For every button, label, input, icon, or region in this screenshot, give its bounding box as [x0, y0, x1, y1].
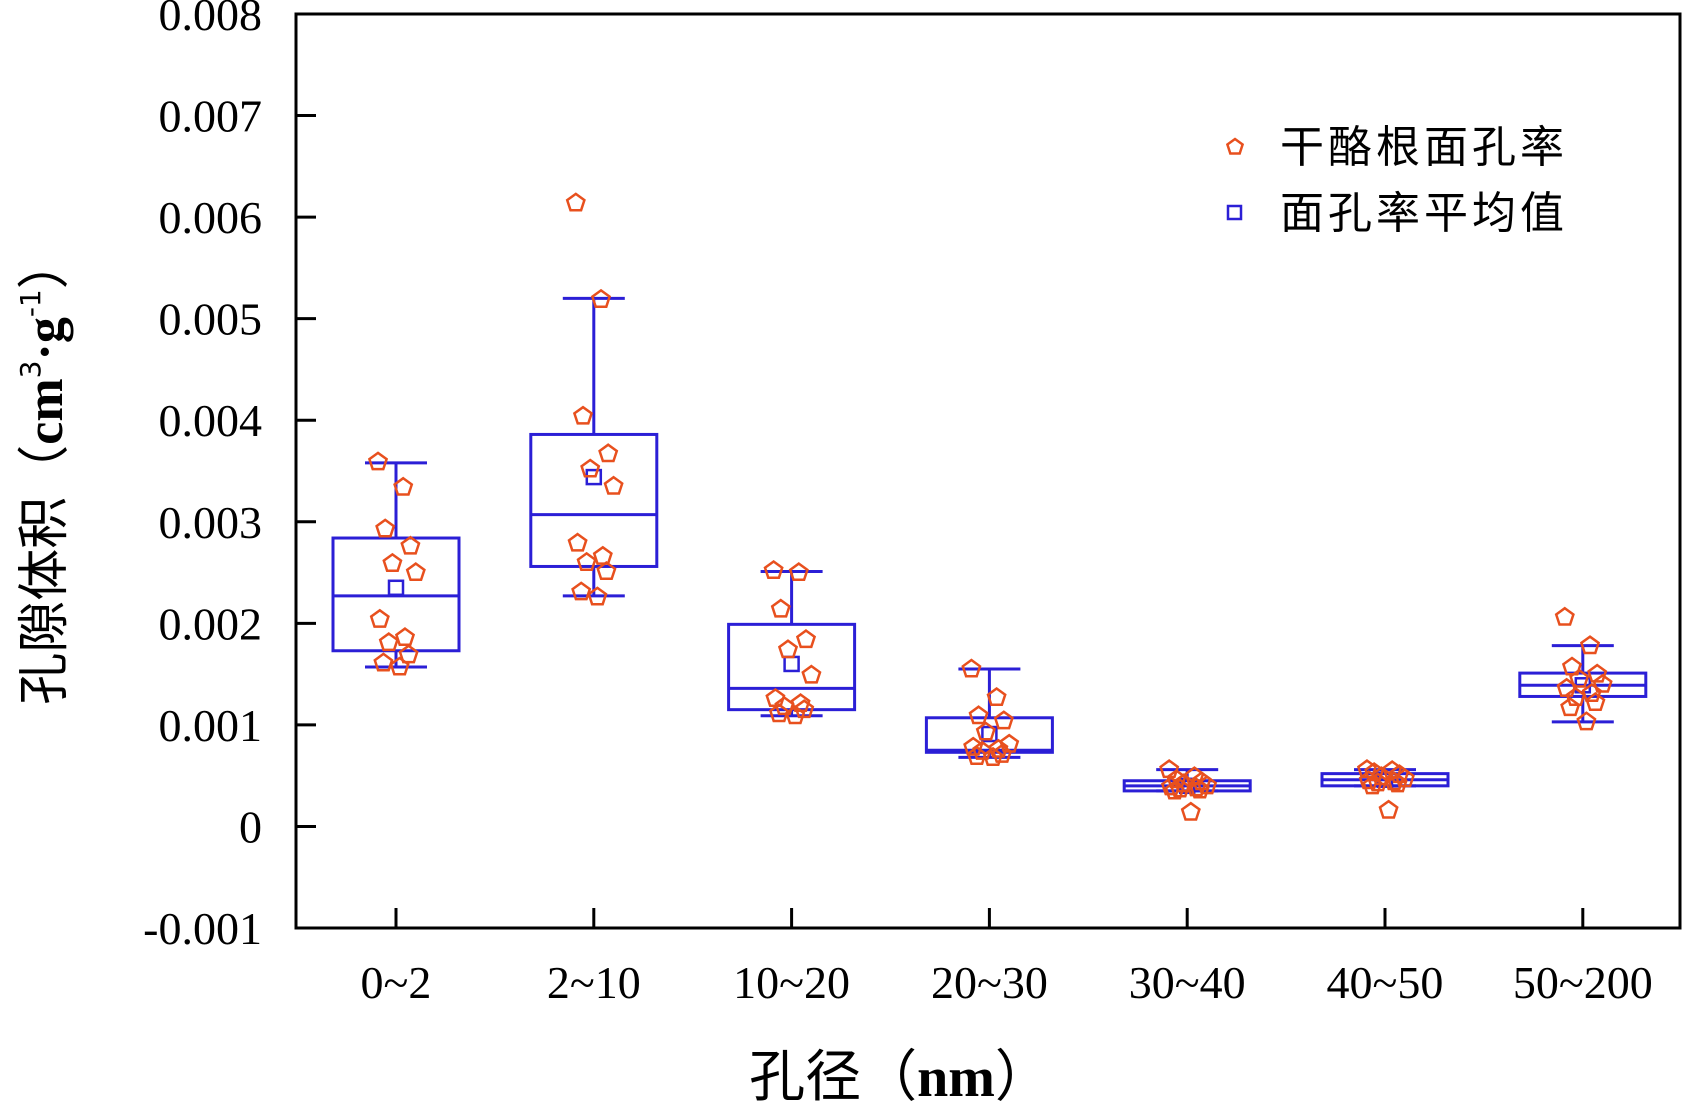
box-20~30: [924, 667, 1054, 759]
y-axis-title: 孔隙体积（cm3·g-1）: [14, 237, 75, 705]
legend-label-points: 干酪根面孔率: [1280, 122, 1568, 173]
data-point: [1587, 663, 1608, 683]
data-point: [405, 562, 426, 582]
mean-marker: [387, 579, 405, 597]
box-iqr: [529, 432, 659, 568]
x-tick-label: 50~200: [1513, 957, 1653, 1008]
box-50~200: [1518, 644, 1648, 724]
data-point: [367, 451, 389, 471]
x-tick-label: 0~2: [361, 957, 432, 1008]
x-tick-label: 2~10: [547, 957, 641, 1008]
y-tick-label: 0.004: [159, 395, 263, 446]
data-point: [400, 535, 421, 555]
data-point: [598, 443, 619, 463]
data-point: [590, 288, 612, 308]
box-2~10: [529, 296, 659, 598]
box-0~2: [331, 461, 461, 669]
data-point: [785, 705, 806, 725]
legend-square-marker: [1226, 204, 1243, 221]
data-point: [768, 703, 790, 723]
data-point: [795, 629, 817, 649]
x-axis: 0~2 2~10 10~20 20~30 30~40 40~50 50~200: [361, 908, 1653, 1008]
data-point: [393, 476, 414, 496]
legend-label-mean: 面孔率平均值: [1280, 188, 1568, 239]
data-point: [369, 608, 390, 628]
x-tick-label: 20~30: [931, 957, 1048, 1008]
y-tick-label: 0: [239, 801, 262, 852]
data-point: [580, 458, 601, 478]
data-point: [572, 405, 594, 425]
data-point: [378, 632, 399, 652]
data-point: [777, 639, 799, 659]
box-iqr: [331, 536, 461, 653]
data-point: [1554, 606, 1575, 626]
data-point: [1592, 673, 1613, 693]
mean-marker: [783, 655, 800, 673]
y-tick-label: -0.001: [143, 903, 262, 954]
legend-pentagon-marker: [1225, 137, 1245, 155]
data-point: [961, 658, 982, 678]
data-point: [373, 652, 394, 672]
data-point: [1358, 770, 1379, 790]
data-point: [763, 559, 784, 580]
y-tick-label: 0.003: [159, 497, 263, 548]
x-axis-title: 孔径（nm）: [749, 1045, 1051, 1110]
y-tick-label: 0.008: [159, 0, 263, 40]
data-point: [1576, 711, 1597, 731]
point-series: [367, 192, 1613, 821]
data-point: [375, 518, 396, 538]
data-point: [788, 562, 809, 582]
data-point: [982, 746, 1004, 766]
x-tick-label: 40~50: [1327, 957, 1444, 1008]
data-point: [1569, 668, 1590, 688]
data-point: [770, 598, 791, 618]
y-tick-label: 0.005: [159, 294, 263, 345]
data-point: [587, 586, 608, 606]
y-tick-label: 0.001: [159, 700, 263, 751]
data-point: [1189, 779, 1210, 799]
data-point: [398, 644, 419, 664]
data-point: [966, 745, 987, 765]
data-point: [794, 699, 815, 719]
data-point: [1173, 773, 1194, 793]
box-series: [331, 296, 1648, 795]
y-tick-label: 0.006: [159, 192, 263, 243]
box-iqr: [727, 622, 857, 712]
data-point: [988, 738, 1009, 758]
data-point: [1164, 780, 1185, 800]
data-point: [975, 721, 996, 741]
data-point: [1560, 697, 1581, 717]
data-point: [986, 686, 1007, 707]
data-point: [567, 532, 588, 552]
data-point: [389, 656, 410, 676]
data-point: [603, 475, 624, 495]
data-point: [801, 664, 822, 684]
data-point: [968, 705, 989, 725]
data-point: [382, 552, 403, 572]
data-point: [1180, 801, 1201, 821]
data-point: [592, 545, 613, 565]
data-point: [1579, 635, 1601, 655]
data-point: [571, 581, 592, 601]
data-point: [774, 696, 795, 716]
data-point: [596, 560, 617, 581]
data-point: [1565, 686, 1586, 707]
data-point: [565, 192, 586, 212]
data-point: [1581, 682, 1602, 702]
data-point: [576, 551, 597, 571]
y-tick-label: 0.007: [159, 91, 263, 142]
y-tick-label: 0.002: [159, 598, 263, 649]
x-tick-label: 30~40: [1129, 957, 1246, 1008]
data-point: [1362, 775, 1383, 795]
x-tick-label: 10~20: [733, 957, 850, 1008]
data-point: [394, 627, 416, 647]
data-point: [1585, 691, 1606, 712]
data-point: [1387, 773, 1408, 793]
data-point: [993, 710, 1014, 730]
data-point: [1378, 799, 1399, 819]
legend: 干酪根面孔率 面孔率平均值: [1225, 122, 1568, 239]
y-axis: -0.001 0 0.001 0.002 0.003 0.004 0.005 0.006 0.0…: [143, 0, 316, 954]
